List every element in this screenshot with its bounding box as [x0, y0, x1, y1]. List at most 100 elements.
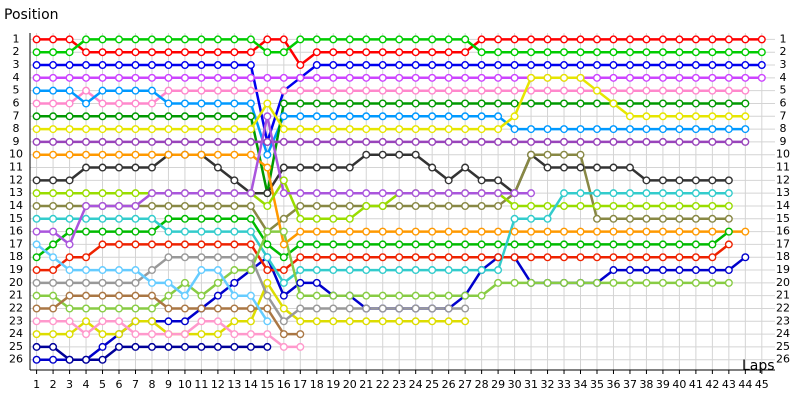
x-tick-label: 17 — [293, 378, 307, 391]
lap-marker — [741, 253, 750, 262]
lap-marker — [213, 240, 222, 249]
y-tick-label: 17 — [9, 237, 23, 250]
lap-marker — [625, 227, 634, 236]
lap-marker — [230, 214, 239, 223]
lap-marker — [642, 201, 651, 210]
lap-marker — [263, 278, 272, 287]
lap-marker — [197, 86, 206, 95]
lap-marker — [510, 278, 519, 287]
lap-marker — [362, 240, 371, 249]
lap-marker — [592, 214, 601, 223]
lap-marker — [131, 99, 140, 108]
lap-marker — [246, 48, 255, 57]
lap-marker — [246, 214, 255, 223]
lap-marker — [527, 86, 536, 95]
lap-marker — [230, 253, 239, 262]
lap-marker — [98, 330, 107, 339]
lap-marker — [461, 227, 470, 236]
lap-marker — [609, 189, 618, 198]
lap-marker — [378, 227, 387, 236]
lap-marker — [708, 176, 717, 185]
lap-marker — [625, 112, 634, 121]
x-tick-label: 13 — [227, 378, 241, 391]
lap-marker — [708, 35, 717, 44]
lap-marker — [444, 73, 453, 82]
lap-marker — [65, 150, 74, 159]
lap-marker — [329, 227, 338, 236]
lap-marker — [115, 73, 124, 82]
lap-marker — [345, 317, 354, 326]
lap-marker — [658, 189, 667, 198]
lap-marker — [560, 227, 569, 236]
lap-marker — [82, 150, 91, 159]
lap-marker — [461, 291, 470, 300]
lap-marker — [65, 112, 74, 121]
lap-marker — [98, 291, 107, 300]
lap-marker — [180, 240, 189, 249]
lap-marker — [279, 99, 288, 108]
lap-marker — [213, 86, 222, 95]
lap-marker — [197, 150, 206, 159]
lap-marker — [477, 266, 486, 275]
lap-marker — [131, 86, 140, 95]
lap-marker — [32, 112, 41, 121]
lap-marker — [477, 176, 486, 185]
lap-marker — [609, 214, 618, 223]
x-tick-label: 22 — [376, 378, 390, 391]
lap-marker — [658, 112, 667, 121]
lap-marker — [741, 61, 750, 70]
lap-marker — [691, 266, 700, 275]
lap-marker — [609, 278, 618, 287]
lap-marker — [279, 163, 288, 172]
lap-marker — [411, 61, 420, 70]
lap-marker — [131, 112, 140, 121]
lap-marker — [32, 48, 41, 57]
lap-marker — [312, 266, 321, 275]
lap-marker — [279, 112, 288, 121]
lap-marker — [98, 266, 107, 275]
lap-marker — [510, 125, 519, 134]
lap-marker — [543, 163, 552, 172]
lap-marker — [527, 73, 536, 82]
x-tick-label: 33 — [557, 378, 571, 391]
lap-marker — [658, 73, 667, 82]
lap-marker — [32, 330, 41, 339]
lap-marker — [444, 227, 453, 236]
y-tick-label: 12 — [9, 173, 23, 186]
lap-marker — [675, 253, 684, 262]
x-tick-label: 18 — [310, 378, 324, 391]
lap-marker — [32, 342, 41, 351]
lap-marker — [230, 342, 239, 351]
lap-marker — [395, 189, 404, 198]
lap-marker — [147, 330, 156, 339]
lap-marker — [263, 317, 272, 326]
x-tick-label: 15 — [260, 378, 274, 391]
lap-marker — [708, 189, 717, 198]
lap-marker — [609, 266, 618, 275]
lap-marker — [197, 291, 206, 300]
lap-marker — [32, 278, 41, 287]
lap-marker — [527, 137, 536, 146]
lap-marker — [65, 137, 74, 146]
lap-marker — [98, 278, 107, 287]
lap-marker — [279, 35, 288, 44]
x-tick-label: 45 — [755, 378, 769, 391]
lap-marker — [362, 35, 371, 44]
lap-marker — [329, 61, 338, 70]
lap-marker — [296, 253, 305, 262]
lap-marker — [642, 125, 651, 134]
lap-marker — [329, 240, 338, 249]
lap-marker — [428, 112, 437, 121]
lap-marker — [675, 176, 684, 185]
lap-marker — [625, 99, 634, 108]
lap-marker — [724, 48, 733, 57]
lap-marker — [312, 253, 321, 262]
lap-marker — [279, 189, 288, 198]
lap-marker — [411, 86, 420, 95]
lap-marker — [213, 48, 222, 57]
lap-marker — [147, 137, 156, 146]
lap-marker — [345, 304, 354, 313]
x-tick-label: 24 — [409, 378, 423, 391]
lap-marker — [263, 240, 272, 249]
